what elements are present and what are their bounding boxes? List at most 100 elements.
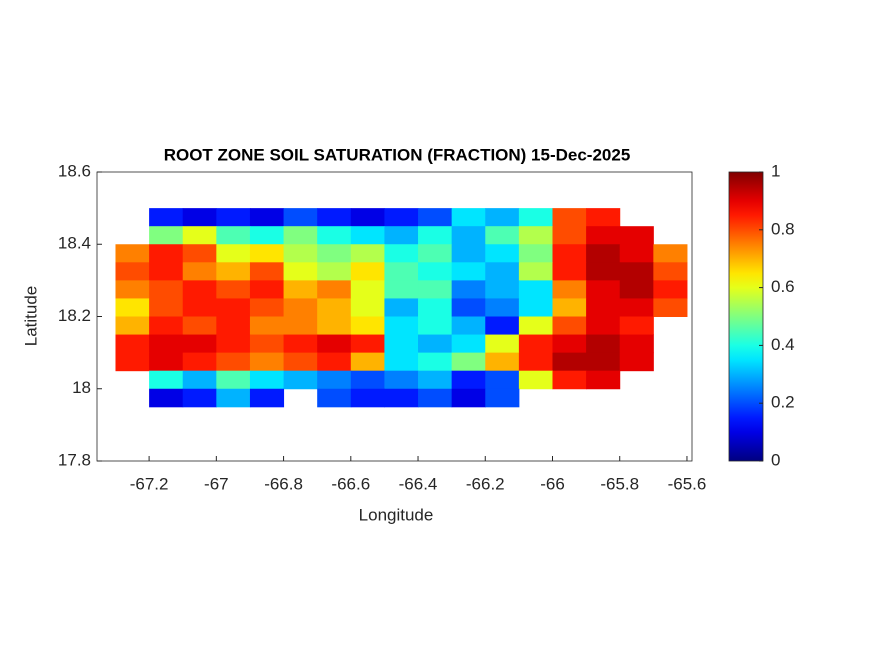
cell	[249, 262, 285, 281]
cell	[115, 262, 150, 281]
chart-title: ROOT ZONE SOIL SATURATION (FRACTION) 15-…	[164, 145, 631, 164]
cell	[216, 244, 251, 263]
cell	[552, 280, 587, 299]
cell	[619, 226, 654, 245]
cell	[249, 388, 285, 408]
cell	[317, 370, 352, 390]
x-tick-label: -67.2	[130, 474, 169, 493]
cell	[216, 352, 251, 372]
cell	[216, 334, 251, 354]
cell	[451, 262, 486, 281]
cell	[317, 262, 352, 281]
cell	[350, 388, 385, 408]
cell	[485, 334, 520, 354]
cell	[216, 370, 251, 390]
y-tick-label: 18	[72, 378, 91, 397]
colorbar	[728, 171, 764, 462]
cell	[149, 226, 184, 245]
cell	[451, 370, 486, 390]
cell	[149, 352, 184, 372]
cell	[518, 280, 553, 299]
colorbar-tick-label: 0.8	[771, 219, 795, 238]
cell	[451, 244, 486, 263]
colorbar-tick-label: 0.2	[771, 393, 795, 412]
cell	[518, 316, 553, 336]
cell	[149, 298, 184, 317]
cell	[418, 262, 453, 281]
cell	[283, 316, 318, 336]
cell	[619, 280, 654, 299]
y-axis-label: Latitude	[21, 286, 40, 347]
cell	[317, 298, 352, 317]
cell	[418, 352, 453, 372]
cell	[216, 298, 251, 317]
colorbar-tick-label: 1	[771, 161, 780, 180]
cell	[552, 352, 587, 372]
cell	[249, 316, 285, 336]
cell	[485, 388, 520, 408]
cell	[586, 208, 621, 227]
cell	[552, 262, 587, 281]
cell	[552, 370, 587, 390]
heatmap	[115, 208, 688, 408]
cell	[384, 334, 419, 354]
cell	[182, 226, 217, 245]
cell	[518, 226, 553, 245]
cell	[384, 352, 419, 372]
x-tick-label: -67	[204, 474, 229, 493]
colorbar-tick-label: 0.6	[771, 277, 795, 296]
cell	[586, 352, 621, 372]
cell	[653, 262, 688, 281]
cell	[317, 316, 352, 336]
cell	[653, 244, 688, 263]
x-tick-label: -66.8	[264, 474, 303, 493]
cell	[418, 298, 453, 317]
cell	[451, 316, 486, 336]
cell	[418, 244, 453, 263]
cell	[485, 262, 520, 281]
cell	[182, 262, 217, 281]
cell	[115, 280, 150, 299]
cell	[653, 298, 688, 317]
y-tick-label: 18.4	[58, 234, 91, 253]
cell	[317, 280, 352, 299]
cell	[418, 388, 453, 408]
colorbar-tick-label: 0	[771, 450, 780, 469]
cell	[485, 370, 520, 390]
cell	[485, 244, 520, 263]
cell	[149, 388, 184, 408]
cell	[317, 226, 352, 245]
y-tick-label: 18.2	[58, 306, 91, 325]
cell	[249, 208, 285, 227]
cell	[182, 334, 217, 354]
cell	[653, 280, 688, 299]
cell	[182, 352, 217, 372]
cell	[485, 226, 520, 245]
cell	[552, 244, 587, 263]
cell	[586, 244, 621, 263]
cell	[384, 262, 419, 281]
cell	[418, 334, 453, 354]
cell	[451, 226, 486, 245]
x-tick-label: -66.2	[466, 474, 505, 493]
cell	[384, 316, 419, 336]
cell	[485, 208, 520, 227]
cell	[418, 226, 453, 245]
cell	[586, 316, 621, 336]
cell	[552, 226, 587, 245]
cell	[485, 280, 520, 299]
cell	[619, 352, 654, 372]
cell	[451, 352, 486, 372]
cell	[115, 352, 150, 372]
cell	[149, 316, 184, 336]
cell	[182, 316, 217, 336]
cell	[518, 244, 553, 263]
cell	[149, 370, 184, 390]
y-tick-label: 18.6	[58, 161, 91, 180]
cell	[317, 352, 352, 372]
cell	[350, 226, 385, 245]
cell	[182, 244, 217, 263]
cell	[586, 280, 621, 299]
cell	[283, 334, 318, 354]
cell	[283, 244, 318, 263]
